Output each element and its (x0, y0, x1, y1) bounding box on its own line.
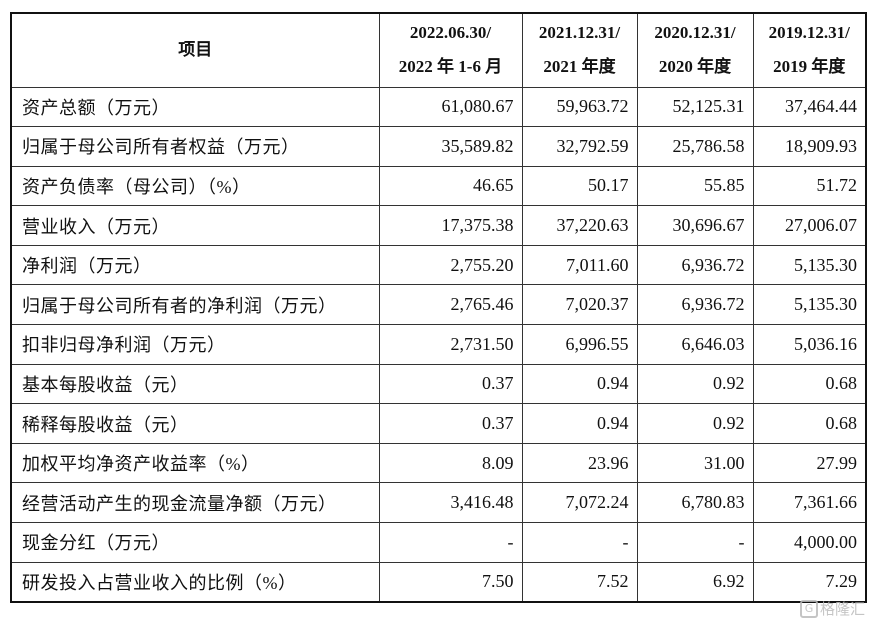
cell-value: 6,780.83 (636, 482, 754, 524)
header-line2: 2021 年度 (543, 57, 616, 77)
cell-value: 50.17 (521, 165, 638, 207)
header-line1: 2021.12.31/ (538, 23, 621, 43)
cell-value: 31.00 (636, 442, 754, 484)
cell-value: 7,011.60 (521, 244, 638, 286)
header-line1: 项目 (178, 40, 213, 60)
watermark-text: 格隆汇 (819, 600, 865, 618)
header-period: 2022.06.30/2022 年 1-6 月 (378, 12, 523, 88)
cell-value: 55.85 (636, 165, 754, 207)
cell-value: 17,375.38 (378, 205, 523, 246)
row-label: 归属于母公司所有者的净利润（万元） (10, 284, 380, 326)
cell-value: 0.37 (378, 363, 523, 405)
cell-value: 7,020.37 (521, 284, 638, 326)
cell-value: 7,361.66 (752, 482, 867, 524)
cell-value: 30,696.67 (636, 205, 754, 246)
cell-value: 25,786.58 (636, 126, 754, 167)
table-row: 净利润（万元） 2,755.20 7,011.60 6,936.72 5,135.30 (10, 244, 867, 286)
cell-value: 0.92 (636, 403, 754, 444)
cell-value: 4,000.00 (752, 522, 867, 563)
row-label: 研发投入占营业收入的比例（%） (10, 561, 380, 603)
cell-value: 0.68 (752, 403, 867, 444)
cell-value: 27.99 (752, 442, 867, 484)
row-label: 净利润（万元） (10, 244, 380, 286)
cell-value: 0.37 (378, 403, 523, 444)
table-row: 现金分红（万元） - - -4,000.00 (10, 522, 867, 563)
table-row: 基本每股收益（元） 0.37 0.94 0.92 0.68 (10, 363, 867, 405)
header-line2: 2020 年度 (658, 57, 732, 77)
cell-value: 7.52 (521, 561, 638, 603)
cell-value: 0.92 (636, 363, 754, 405)
header-line1: 2022.06.30/ (409, 23, 492, 43)
cell-value: 0.68 (752, 363, 867, 405)
cell-value: 6,936.72 (636, 284, 754, 326)
cell-value: 61,080.67 (378, 86, 523, 128)
header-line2: 2022 年 1-6 月 (398, 57, 503, 77)
table-row: 加权平均净资产收益率（%） 8.09 23.96 31.00 27.99 (10, 442, 867, 484)
cell-value: 59,963.72 (521, 86, 638, 128)
table-row: 资产负债率（母公司）（%） 46.65 50.17 55.85 51.72 (10, 165, 867, 207)
row-label: 稀释每股收益（元） (10, 403, 380, 444)
table-row: 经营活动产生的现金流量净额（万元） 3,416.48 7,072.24 6,780.8… (10, 482, 867, 524)
gelonghui-logo-icon: G (799, 599, 818, 618)
table-row: 营业收入（万元） 17,375.38 37,220.63 30,696.67 27,00… (10, 205, 867, 246)
cell-value: 35,589.82 (378, 126, 523, 167)
cell-value: 6.92 (636, 561, 754, 603)
row-label: 营业收入（万元） (10, 205, 380, 246)
header-line1: 2020.12.31/ (654, 23, 736, 43)
cell-value: 23.96 (521, 442, 638, 484)
financial-data-table: 项目 2022.06.30/2022 年 1-6 月 2021.12.31/2021… (10, 12, 867, 603)
cell-value: 7.29 (752, 561, 867, 603)
row-label: 加权平均净资产收益率（%） (10, 442, 380, 484)
table-row: 资产总额（万元） 61,080.67 59,963.72 52,125.31 37,46… (10, 86, 867, 128)
cell-value: 37,464.44 (752, 86, 867, 128)
cell-value: - (636, 522, 754, 563)
row-label: 经营活动产生的现金流量净额（万元） (10, 482, 380, 524)
header-period: 2021.12.31/2021 年度 (521, 12, 638, 88)
cell-value: 0.94 (521, 403, 638, 444)
cell-value: 2,755.20 (378, 244, 523, 286)
table-row: 归属于母公司所有者权益（万元） 35,589.82 32,792.59 25,786.… (10, 126, 867, 167)
watermark: G 格隆汇 (799, 598, 865, 619)
table-row: 归属于母公司所有者的净利润（万元） 2,765.46 7,020.37 6,936.7… (10, 284, 867, 326)
header-period: 2020.12.31/2020 年度 (636, 12, 754, 88)
cell-value: 18,909.93 (752, 126, 867, 167)
cell-value: 6,646.03 (636, 324, 754, 365)
cell-value: 51.72 (752, 165, 867, 207)
cell-value: 2,731.50 (378, 324, 523, 365)
row-label: 资产总额（万元） (10, 86, 380, 128)
cell-value: 5,135.30 (752, 244, 867, 286)
row-label: 扣非归母净利润（万元） (10, 324, 380, 365)
cell-value: 3,416.48 (378, 482, 523, 524)
cell-value: 27,006.07 (752, 205, 867, 246)
cell-value: 6,936.72 (636, 244, 754, 286)
cell-value: 7,072.24 (521, 482, 638, 524)
cell-value: 32,792.59 (521, 126, 638, 167)
header-row: 项目 2022.06.30/2022 年 1-6 月 2021.12.31/2021… (10, 12, 867, 88)
cell-value: 46.65 (378, 165, 523, 207)
cell-value: - (521, 522, 638, 563)
cell-value: 37,220.63 (521, 205, 638, 246)
table-row: 研发投入占营业收入的比例（%） 7.50 7.52 6.92 7.29 (10, 561, 867, 603)
cell-value: 5,036.16 (752, 324, 867, 365)
row-label: 资产负债率（母公司）（%） (10, 165, 380, 207)
header-period: 2019.12.31/2019 年度 (752, 12, 867, 88)
cell-value: - (378, 522, 523, 563)
table-row: 稀释每股收益（元） 0.37 0.94 0.92 0.68 (10, 403, 867, 444)
table-row: 扣非归母净利润（万元） 2,731.50 6,996.55 6,646.03 5,036… (10, 324, 867, 365)
cell-value: 5,135.30 (752, 284, 867, 326)
row-label: 现金分红（万元） (10, 522, 380, 563)
header-line2: 2019 年度 (773, 57, 846, 77)
cell-value: 2,765.46 (378, 284, 523, 326)
header-line1: 2019.12.31/ (768, 23, 850, 43)
cell-value: 7.50 (378, 561, 523, 603)
row-label: 归属于母公司所有者权益（万元） (10, 126, 380, 167)
cell-value: 52,125.31 (636, 86, 754, 128)
cell-value: 6,996.55 (521, 324, 638, 365)
header-item: 项目 (10, 12, 380, 88)
cell-value: 0.94 (521, 363, 638, 405)
cell-value: 8.09 (378, 442, 523, 484)
row-label: 基本每股收益（元） (10, 363, 380, 405)
